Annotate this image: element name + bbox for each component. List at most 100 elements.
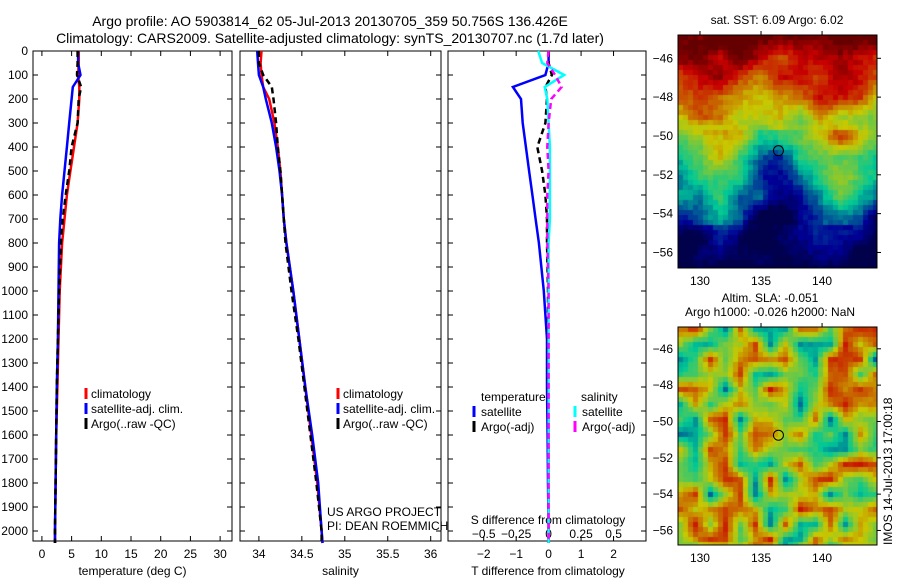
legend-title-temperature: temperature bbox=[481, 390, 546, 404]
y-tick-label: 0 bbox=[21, 44, 28, 58]
x-tick-label: −2 bbox=[477, 547, 491, 561]
y-tick-label: 600 bbox=[8, 188, 28, 202]
y-tick-label: 1600 bbox=[1, 428, 28, 442]
x-tick-label: 0 bbox=[39, 547, 46, 561]
map-y-tick-label: −54 bbox=[653, 487, 674, 501]
y-tick-label: 1400 bbox=[1, 380, 28, 394]
y-tick-label: 1300 bbox=[1, 356, 28, 370]
y-tick-label: 300 bbox=[8, 116, 28, 130]
legend-label: satellite bbox=[582, 405, 623, 419]
x-tick-label: 1 bbox=[578, 547, 585, 561]
annotation-pi: PI: DEAN ROEMMICH bbox=[327, 519, 448, 533]
argo-location-marker bbox=[772, 429, 784, 441]
x-tick-label: 30 bbox=[213, 547, 227, 561]
diff-line-salinity-argo-adj- bbox=[546, 50, 564, 543]
x-tick-label: 35 bbox=[338, 547, 352, 561]
y-tick-label: 400 bbox=[8, 140, 28, 154]
y-tick-label: 900 bbox=[8, 260, 28, 274]
map-y-tick-label: −54 bbox=[653, 207, 674, 221]
sla-map-title-line2: Argo h1000: -0.026 h2000: NaN bbox=[685, 305, 855, 319]
y-tick-label: 2000 bbox=[1, 524, 28, 538]
legend-title-salinity: salinity bbox=[581, 390, 618, 404]
figure-title-line1: Argo profile: AO 5903814_62 05-Jul-2013 … bbox=[92, 13, 568, 29]
series-line-satellite-adj-clim- bbox=[255, 50, 324, 544]
sst-map-frame bbox=[677, 34, 878, 269]
y-tick-label: 700 bbox=[8, 212, 28, 226]
y-tick-label: 1000 bbox=[1, 284, 28, 298]
map-y-tick-label: −50 bbox=[653, 414, 674, 428]
x-tick-label: 35.5 bbox=[376, 547, 400, 561]
x-tick-label: 0 bbox=[545, 547, 552, 561]
legend-label: Argo(-adj) bbox=[582, 420, 635, 434]
legend-label: satellite bbox=[481, 405, 522, 419]
imos-timestamp: IMOS 14-Jul-2013 17:00:18 bbox=[881, 397, 895, 545]
sla-map-title-line1: Altim. SLA: -0.051 bbox=[722, 291, 819, 305]
argo-location-marker bbox=[772, 145, 784, 157]
x-tick-label: 20 bbox=[154, 547, 168, 561]
x-axis-label: T difference from climatology bbox=[471, 564, 625, 578]
map-y-tick-label: −48 bbox=[653, 378, 674, 392]
x2-tick-label: −0.5 bbox=[472, 527, 496, 541]
x-tick-label: 5 bbox=[68, 547, 75, 561]
panel-1-frame bbox=[32, 50, 233, 542]
sla-map-frame bbox=[677, 326, 878, 546]
figure-title-line2: Climatology: CARS2009. Satellite-adjuste… bbox=[56, 30, 604, 46]
sla-map-image bbox=[678, 327, 877, 545]
y-tick-label: 100 bbox=[8, 68, 28, 82]
sst-map-title: sat. SST: 6.09 Argo: 6.02 bbox=[711, 13, 844, 27]
legend-label: climatology bbox=[91, 387, 151, 401]
map-y-tick-label: −46 bbox=[653, 342, 674, 356]
legend-label: satellite-adj. clim. bbox=[91, 402, 183, 416]
diff-line-salinity-satellite bbox=[537, 50, 567, 543]
x-axis-label: temperature (deg C) bbox=[78, 564, 186, 578]
map-x-tick-label: 140 bbox=[812, 551, 832, 565]
x2-tick-label: −0.25 bbox=[501, 527, 532, 541]
map-x-tick-label: 140 bbox=[812, 274, 832, 288]
y-tick-label: 1200 bbox=[1, 332, 28, 346]
x-tick-label: 36 bbox=[424, 547, 438, 561]
map-y-tick-label: −48 bbox=[653, 90, 674, 104]
diff-line-temperature-satellite bbox=[510, 51, 550, 543]
y-tick-label: 800 bbox=[8, 236, 28, 250]
map-y-tick-label: −46 bbox=[653, 51, 674, 65]
map-y-tick-label: −52 bbox=[653, 168, 674, 182]
map-x-tick-label: 130 bbox=[690, 551, 710, 565]
x-tick-label: 15 bbox=[124, 547, 138, 561]
panel-2-frame bbox=[239, 50, 442, 542]
x-tick-label: 34.5 bbox=[290, 547, 314, 561]
map-y-tick-label: −56 bbox=[653, 523, 674, 537]
x-tick-label: 34 bbox=[252, 547, 266, 561]
y-tick-label: 1100 bbox=[2, 308, 28, 322]
legend-label: climatology bbox=[343, 387, 403, 401]
x-tick-label: 10 bbox=[95, 547, 109, 561]
x-tick-label: 2 bbox=[610, 547, 617, 561]
series-line-argo-raw-qc- bbox=[257, 51, 323, 543]
sst-map-image bbox=[678, 35, 877, 268]
map-y-tick-label: −50 bbox=[653, 129, 674, 143]
y-tick-label: 1500 bbox=[1, 404, 28, 418]
y-tick-label: 1900 bbox=[1, 500, 28, 514]
y-tick-label: 1800 bbox=[1, 476, 28, 490]
legend-label: Argo(-adj) bbox=[481, 420, 534, 434]
map-y-tick-label: −56 bbox=[653, 245, 674, 259]
legend-label: Argo(..raw -QC) bbox=[343, 417, 428, 431]
x2-tick-label: 0.5 bbox=[605, 527, 622, 541]
annotation-project: US ARGO PROJECT bbox=[327, 505, 442, 519]
y-tick-label: 200 bbox=[8, 92, 28, 106]
x2-tick-label: 0.25 bbox=[569, 527, 593, 541]
map-x-tick-label: 135 bbox=[751, 274, 771, 288]
y-tick-label: 500 bbox=[8, 164, 28, 178]
legend-label: Argo(..raw -QC) bbox=[91, 417, 176, 431]
map-x-tick-label: 135 bbox=[751, 551, 771, 565]
legend-label: satellite-adj. clim. bbox=[343, 402, 435, 416]
panel-3-frame bbox=[447, 50, 647, 542]
x-tick-label: 25 bbox=[184, 547, 198, 561]
series-line-argo-raw-qc- bbox=[53, 51, 83, 543]
x-axis-label: salinity bbox=[322, 564, 359, 578]
map-x-tick-label: 130 bbox=[690, 274, 710, 288]
map-y-tick-label: −52 bbox=[653, 451, 674, 465]
y-tick-label: 1700 bbox=[1, 452, 28, 466]
x-tick-label: −1 bbox=[509, 547, 523, 561]
